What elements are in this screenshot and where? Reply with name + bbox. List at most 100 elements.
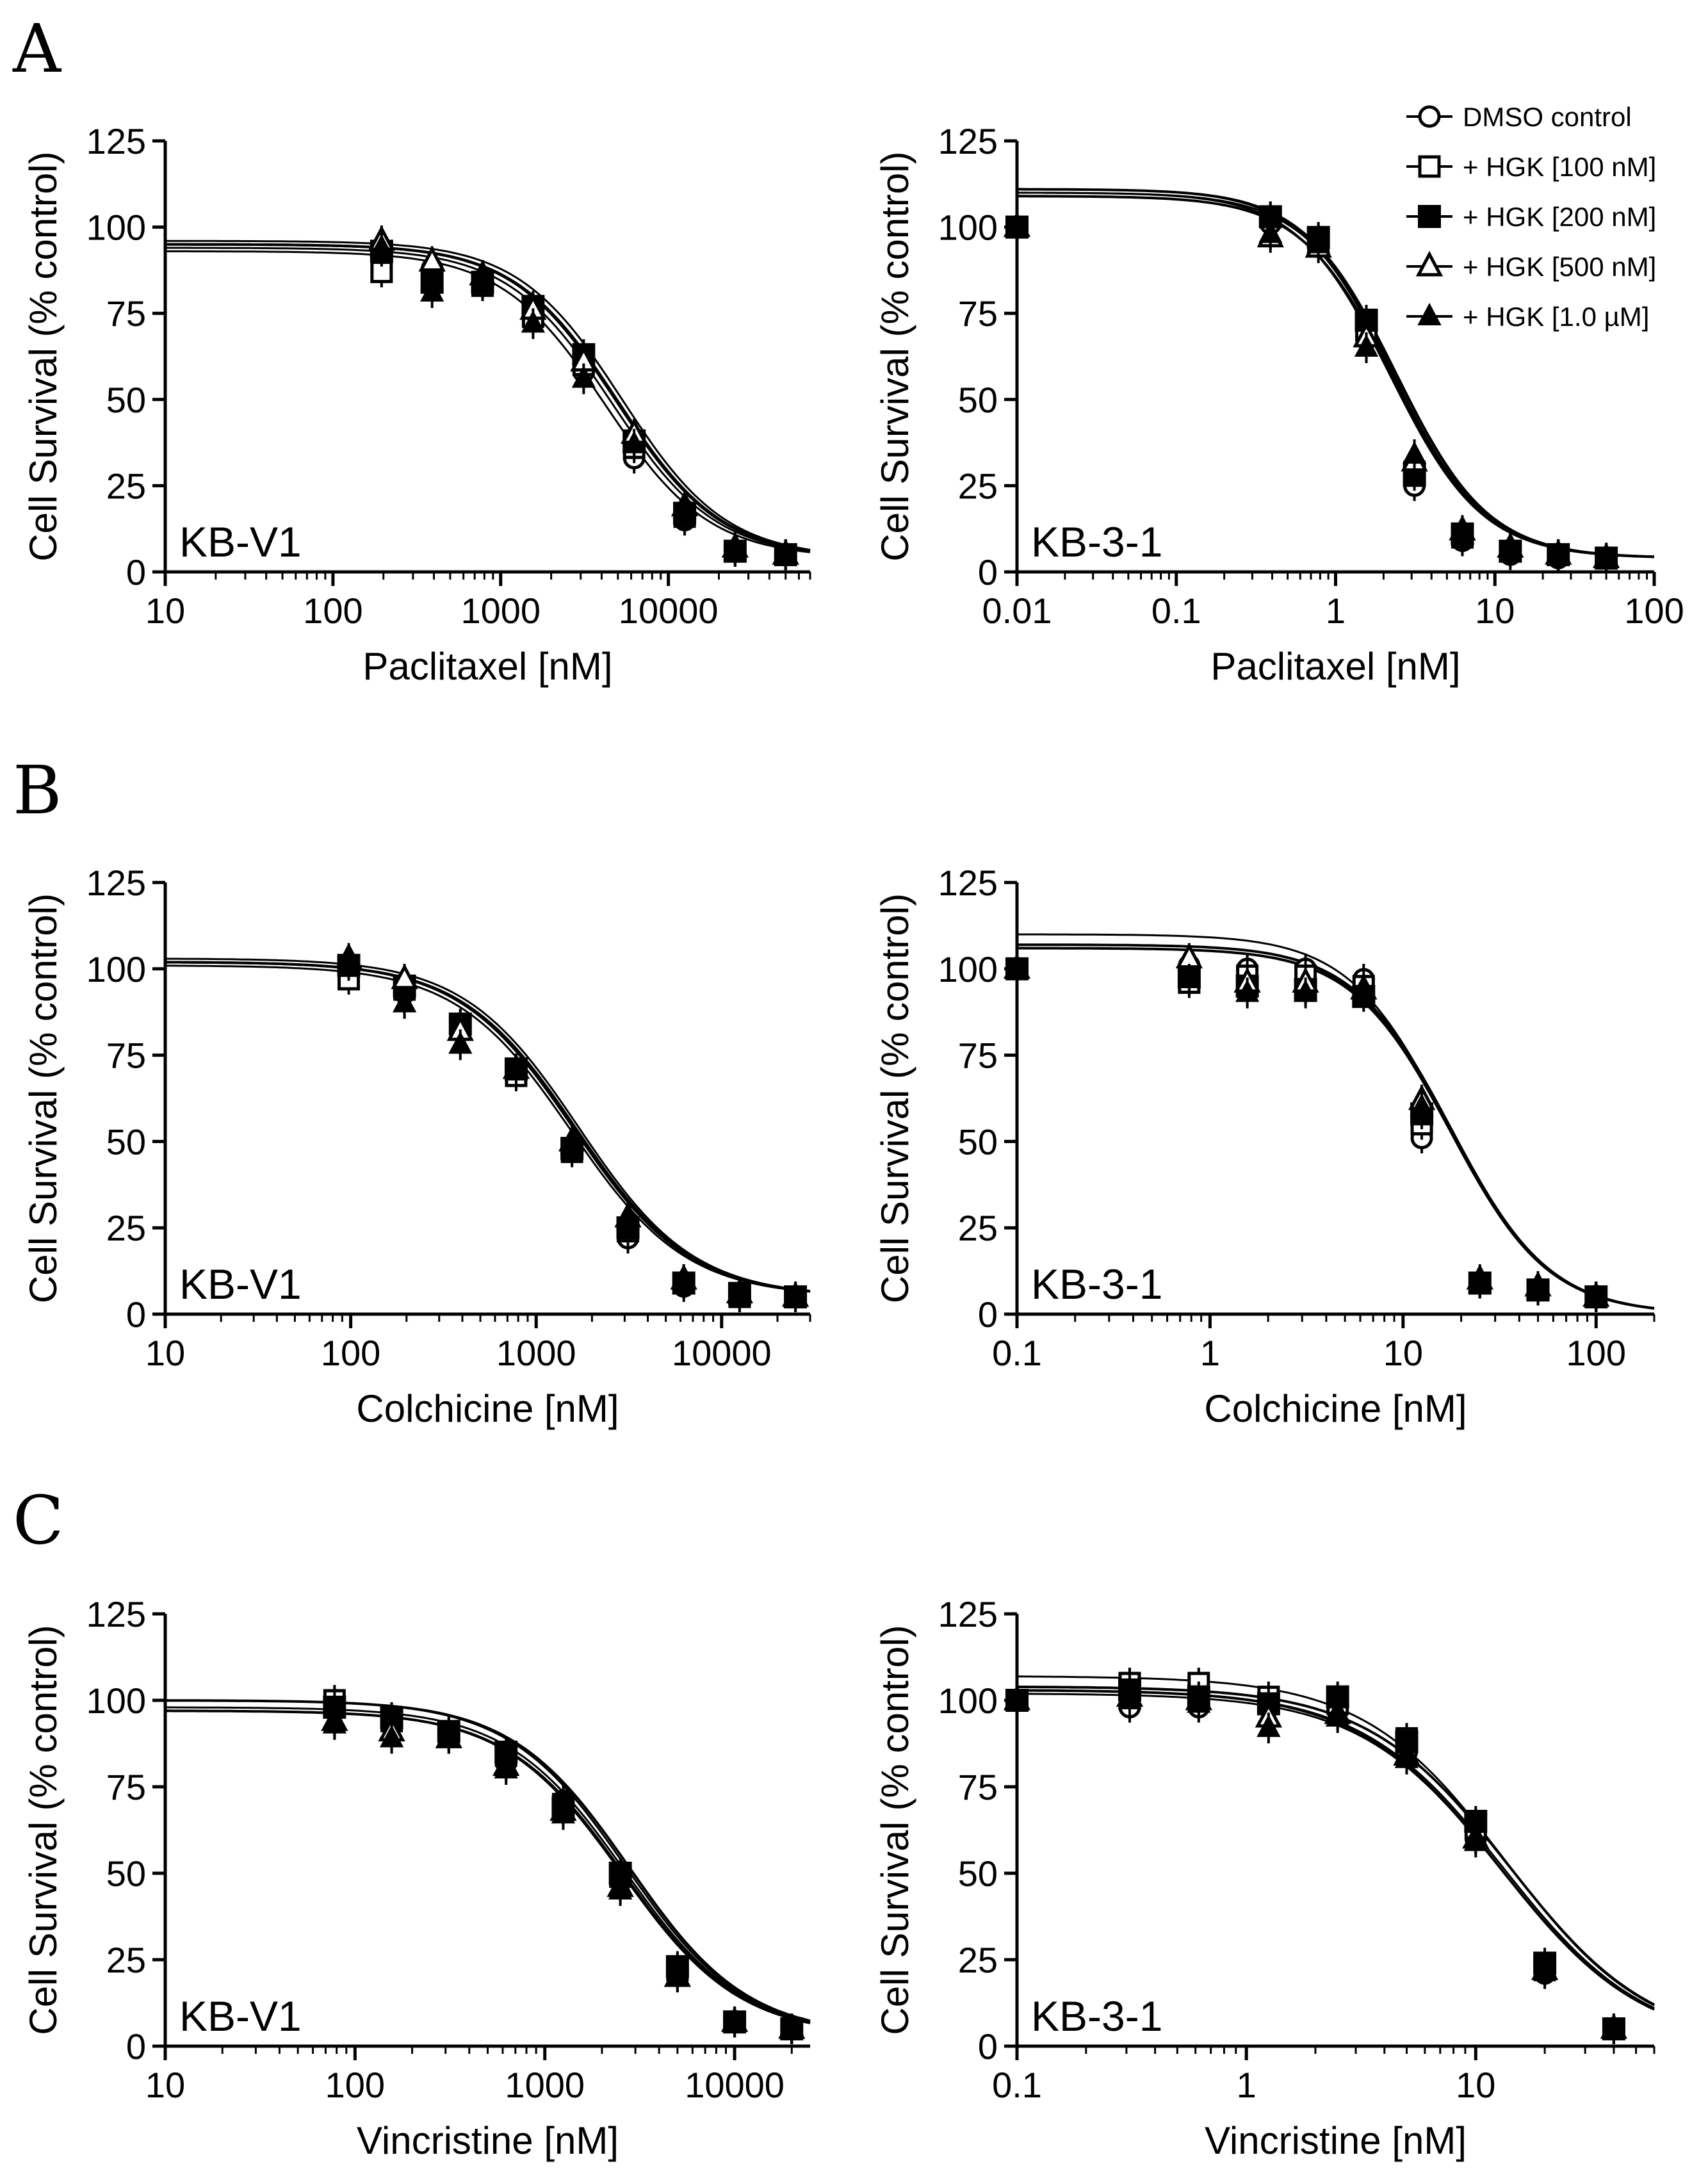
data-point xyxy=(1463,1828,1488,1851)
fit-curve xyxy=(1017,933,1655,1310)
data-point xyxy=(608,1876,633,1899)
fit-curve xyxy=(165,1699,811,2023)
fit-curve xyxy=(165,961,811,1293)
data-point xyxy=(336,948,361,972)
x-tick-label: 100 xyxy=(1566,1333,1626,1373)
fit-curve xyxy=(165,964,811,1293)
fit-curve xyxy=(1017,191,1655,558)
data-point xyxy=(1584,1283,1608,1306)
x-axis-title: Vincristine [nM] xyxy=(1205,2119,1467,2162)
fit-curve xyxy=(1017,947,1655,1310)
fit-curve xyxy=(1016,943,1655,1310)
fit-curve xyxy=(1017,1686,1655,2006)
data-point xyxy=(1306,231,1331,254)
data-point xyxy=(1394,1745,1419,1768)
fit-curve xyxy=(165,957,811,1292)
chart-c-kb-3-1: 0 25 50 75 100 125 0.1 1 10 Vincristine [nM] Cell … xyxy=(874,1594,1655,2162)
data-point xyxy=(1402,441,1427,464)
y-tick-label: 50 xyxy=(958,380,998,420)
legend-marker xyxy=(1418,205,1441,228)
x-tick-label: 100 xyxy=(303,590,362,631)
data-point xyxy=(551,1801,576,1824)
data-point xyxy=(1594,544,1618,567)
x-tick-label: 1 xyxy=(1200,1333,1220,1373)
y-tick-label: 25 xyxy=(958,1208,998,1248)
data-point xyxy=(1410,1093,1434,1116)
legend-marker xyxy=(1418,155,1441,178)
x-tick-label: 10 xyxy=(1456,2065,1495,2105)
data-point xyxy=(379,1725,404,1748)
data-point xyxy=(672,496,697,519)
x-tick-label: 1000 xyxy=(460,590,541,631)
y-tick-label: 125 xyxy=(938,1594,998,1634)
x-axis-title: Colchicine [nM] xyxy=(1204,1387,1467,1430)
y-axis-title: Cell Survival (% control) xyxy=(874,151,916,561)
fit-curve xyxy=(1017,188,1655,558)
cell-line-label: KB-3-1 xyxy=(1031,518,1162,565)
fit-curve xyxy=(1016,188,1655,558)
y-tick-label: 100 xyxy=(86,949,146,989)
data-point xyxy=(571,365,596,388)
data-point xyxy=(665,1963,690,1986)
data-point xyxy=(1468,1269,1492,1292)
x-tick-label: 0.1 xyxy=(992,1333,1042,1373)
fit-curve xyxy=(165,1709,811,2024)
data-point xyxy=(1118,1686,1142,1709)
y-tick-label: 125 xyxy=(86,1594,146,1634)
x-axis-title: Vincristine [nM] xyxy=(357,2119,619,2162)
fit-curve xyxy=(165,1706,811,2024)
y-axis-title: Cell Survival (% control) xyxy=(874,893,916,1303)
fit-curve xyxy=(1017,195,1655,558)
y-tick-label: 25 xyxy=(958,466,998,506)
x-tick-label: 1000 xyxy=(505,2065,585,2105)
data-point xyxy=(1525,1276,1550,1299)
x-tick-label: 10 xyxy=(145,2065,185,2105)
fit-curve xyxy=(165,961,811,1292)
data-point xyxy=(504,1055,528,1078)
legend-label: + HGK [1.0 µM] xyxy=(1463,302,1649,332)
y-tick-label: 75 xyxy=(106,1036,146,1076)
y-tick-label: 125 xyxy=(86,863,146,903)
data-point xyxy=(1005,1686,1029,1709)
y-tick-label: 25 xyxy=(106,1208,146,1248)
fit-curve xyxy=(1016,1689,1655,2011)
fit-curve xyxy=(1016,943,1655,1310)
x-tick-label: 1 xyxy=(1237,2065,1257,2105)
y-axis-title: Cell Survival (% control) xyxy=(22,893,65,1303)
data-point xyxy=(494,1755,518,1778)
x-axis-title: Paclitaxel [nM] xyxy=(1210,645,1460,688)
data-point xyxy=(1533,1956,1557,1980)
data-point xyxy=(437,1725,461,1748)
y-tick-label: 75 xyxy=(106,293,146,334)
data-point xyxy=(1005,955,1029,978)
legend-label: + HGK [500 nM] xyxy=(1463,252,1656,282)
data-point xyxy=(774,541,798,564)
y-axis-title: Cell Survival (% control) xyxy=(22,1625,65,2035)
data-point xyxy=(779,2015,804,2038)
fit-curve xyxy=(165,240,811,551)
data-point xyxy=(1326,1704,1350,1727)
x-tick-label: 0.1 xyxy=(992,2065,1042,2105)
data-point xyxy=(1257,1714,1281,1737)
data-point xyxy=(322,1711,347,1734)
data-point xyxy=(1293,979,1318,1002)
y-tick-label: 50 xyxy=(958,1121,998,1162)
data-point xyxy=(370,261,393,284)
data-point xyxy=(1602,2015,1626,2038)
legend: DMSO control + HGK [100 nM] + HGK [200 nM]… xyxy=(1406,102,1656,332)
legend-label: + HGK [100 nM] xyxy=(1463,152,1656,182)
data-point xyxy=(615,1207,640,1230)
y-axis-title: Cell Survival (% control) xyxy=(874,1625,916,2035)
x-tick-label: 10 xyxy=(1383,1333,1423,1373)
y-tick-label: 75 xyxy=(958,293,998,334)
chart-b-kb-v1: 0 25 50 75 100 125 10 100 1000 10000 Colchicine [n… xyxy=(22,863,811,1430)
fit-curve xyxy=(165,961,811,1293)
fit-curve xyxy=(1017,947,1655,1310)
fit-curve xyxy=(165,1699,811,2022)
y-tick-label: 50 xyxy=(106,1853,146,1894)
data-point xyxy=(521,310,546,333)
cell-line-label: KB-V1 xyxy=(179,1260,302,1308)
data-point xyxy=(448,1031,473,1054)
